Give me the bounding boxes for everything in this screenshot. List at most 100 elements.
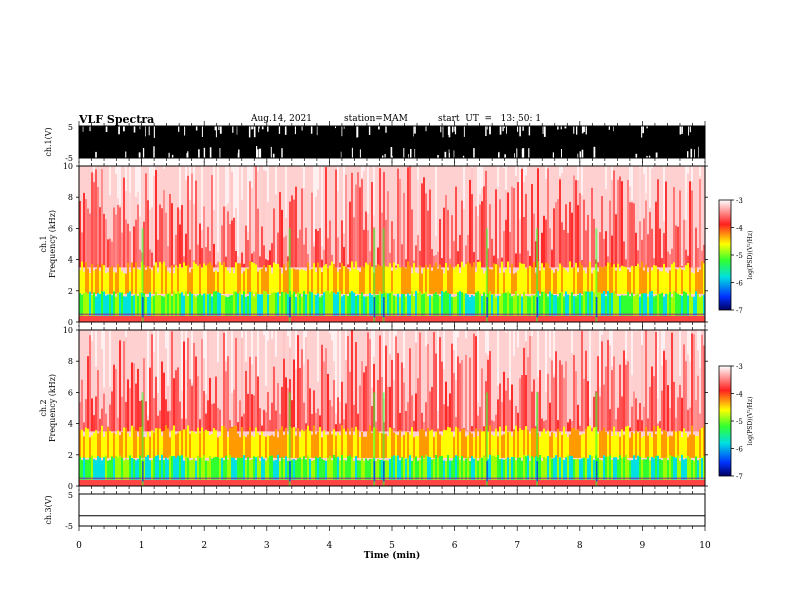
ch2-spectrogram-green-col <box>111 456 113 480</box>
ch1-spectrogram-yellow-col <box>609 262 611 294</box>
ch2-spectrogram-green-col <box>525 456 527 480</box>
ch1-spectrogram-red-col <box>483 186 485 268</box>
ch2-spectrogram-bottom-col <box>189 479 191 486</box>
ch1-spectrogram-yellow-col <box>325 264 327 294</box>
ch2-spectrogram-red-col <box>531 391 533 432</box>
ch2-spectrogram-bottom-col <box>335 479 337 486</box>
ch2-spectrogram-green-col <box>239 457 241 480</box>
ch2-spectrogram-green-col <box>87 459 89 480</box>
ch2-spectrogram-green-col <box>263 458 265 480</box>
ch1-waveform-gap <box>499 126 502 135</box>
ch1-spectrogram-white-col <box>217 166 219 253</box>
ch1-waveform-gap <box>517 126 519 132</box>
ch1-spectrogram-bottom-col <box>97 315 99 322</box>
ch1-spectrogram-yellow-col <box>563 268 565 294</box>
ch2-spectrogram-green-col <box>531 456 533 480</box>
ch1-spectrogram-bottom-col <box>99 315 101 322</box>
ch2-spectrogram-red-col <box>547 373 549 432</box>
ch2-spectrogram-green-col <box>327 458 329 480</box>
ch1-spectrogram-green-col <box>519 293 521 316</box>
ch1-spectrogram-green-col <box>311 292 313 316</box>
ch2-spectrogram-yellow-col <box>637 432 639 458</box>
ch2-spectrogram-red-col <box>555 351 557 432</box>
ch2-spectrogram-bottom-col <box>307 479 309 486</box>
ch2-spectrogram-bottom-col <box>261 479 263 486</box>
ch1-waveform-gap <box>258 126 260 133</box>
ch1-spectrogram-yellow-col <box>571 268 573 294</box>
ch2-spectrogram-bottom-col <box>533 479 535 486</box>
ch2-spectrogram-yellow-col <box>301 429 303 458</box>
ch2-spectrogram-red-col <box>193 342 195 432</box>
ch1-spectrogram-red-col <box>533 213 535 268</box>
ch1-spectrogram-bottom-col <box>523 315 525 322</box>
ch1-spectrogram-bottom-col <box>297 315 299 322</box>
ch2-spectrogram-red-col <box>215 376 217 432</box>
ch2-spectrogram-yellow-col <box>469 431 471 458</box>
ch1-waveform-gap <box>89 126 91 132</box>
ch1-spectrogram-red-col <box>491 238 493 268</box>
ch1-spectrogram-red-col <box>353 217 355 268</box>
ch1-spectrogram-bottom-col <box>223 315 225 322</box>
ch2-spectrogram-red-col <box>255 356 257 432</box>
ch1-spectrogram-red-col <box>675 225 677 268</box>
ch1-spectrogram-yellow-col <box>629 272 631 294</box>
ch1-spectrogram-bottom-col <box>551 315 553 322</box>
ch1-spectrogram-bottom-col <box>111 315 113 322</box>
ch2-spectrogram-bottom-col <box>245 479 247 486</box>
ch2-spectrogram-bottom-col <box>623 479 625 486</box>
ch2-spectrogram-green-col <box>539 455 541 480</box>
ch2-spectrogram-red-col <box>493 421 495 432</box>
ch1-spectrogram-green-col <box>611 292 613 316</box>
ch2-spectrogram-white-col <box>509 330 511 401</box>
ch1-spectrogram-green-col <box>469 297 471 316</box>
ch2-spectrogram-bottom-col <box>503 479 505 486</box>
ch1-spectrogram-red-col <box>419 250 421 268</box>
ch2-spectrogram-green-col <box>303 456 305 480</box>
ch1-spectrogram-bottom-col <box>231 315 233 322</box>
ch2-spectrogram-bottom-col <box>515 479 517 486</box>
ch2-spectrogram-red-col <box>351 330 353 432</box>
ch2-spectrogram-green-col <box>517 457 519 480</box>
ch1-waveform-gap <box>187 151 189 158</box>
ch2-spectrogram-bottom-col <box>647 479 649 486</box>
ch1-waveform-gap <box>593 146 596 158</box>
ch2-spectrogram-green-col <box>259 460 261 480</box>
ch1-waveform-gap <box>414 149 416 158</box>
ch2-spectrogram-yellow-col <box>355 426 357 458</box>
ch2-spectrogram-bottom-col <box>475 479 477 486</box>
ch2-spectrogram-red-col <box>611 366 613 432</box>
ch2-spectrogram-yellow-col <box>109 431 111 458</box>
ch1-waveform-gap <box>542 126 544 134</box>
ch1-spectrogram-bottom-col <box>331 315 333 322</box>
ch2-spectrogram-green-col <box>143 459 145 480</box>
ch1-spectrogram-green-col <box>219 293 221 316</box>
ch2-spectrogram-bottom-col <box>175 479 177 486</box>
ch1-spectrogram-yellow-col <box>693 273 695 294</box>
ch2-spectrogram-green-col <box>91 455 93 480</box>
ch1-spectrogram-bottom-col <box>201 315 203 322</box>
ch1-spectrogram-red-col <box>427 210 429 268</box>
ch1-waveform-gap <box>582 126 584 129</box>
ch1-spectrogram-red-col <box>291 195 293 268</box>
ch2-spectrogram-red-col <box>459 363 461 432</box>
ch1-spectrogram-red-col <box>321 259 323 268</box>
ch1-spectrogram-red-col <box>591 187 593 268</box>
ch2-spectrogram-yellow-col <box>83 436 85 458</box>
ch1-waveform-gap <box>453 126 455 132</box>
ch1-spectrogram-red-col <box>303 244 305 268</box>
ch2-spectrogram-yellow-col <box>697 436 699 458</box>
ch2-spectrogram-green-col <box>625 454 627 480</box>
ch1-spectrogram-bottom-col <box>425 315 427 322</box>
ch2-spectrogram-green-col <box>381 459 383 480</box>
ch2-spectrogram-green-col <box>685 458 687 480</box>
ch2-spectrogram-red-col <box>703 345 705 432</box>
ch2-spectrogram-yellow-col <box>227 436 229 458</box>
ch1-spectrogram-bottom-col <box>351 315 353 322</box>
ch1-spectrogram-yellow-col <box>195 263 197 294</box>
ch1-spectrogram-bottom-col <box>675 315 677 322</box>
ch2-spectrogram-yellow-col <box>667 436 669 458</box>
ch2-spectrogram-yellow-col <box>207 430 209 458</box>
ch1-spectrogram-white-col <box>153 166 155 176</box>
ch1-spectrogram-bottom-col <box>563 315 565 322</box>
ch2-spectrogram-bottom-col <box>165 479 167 486</box>
